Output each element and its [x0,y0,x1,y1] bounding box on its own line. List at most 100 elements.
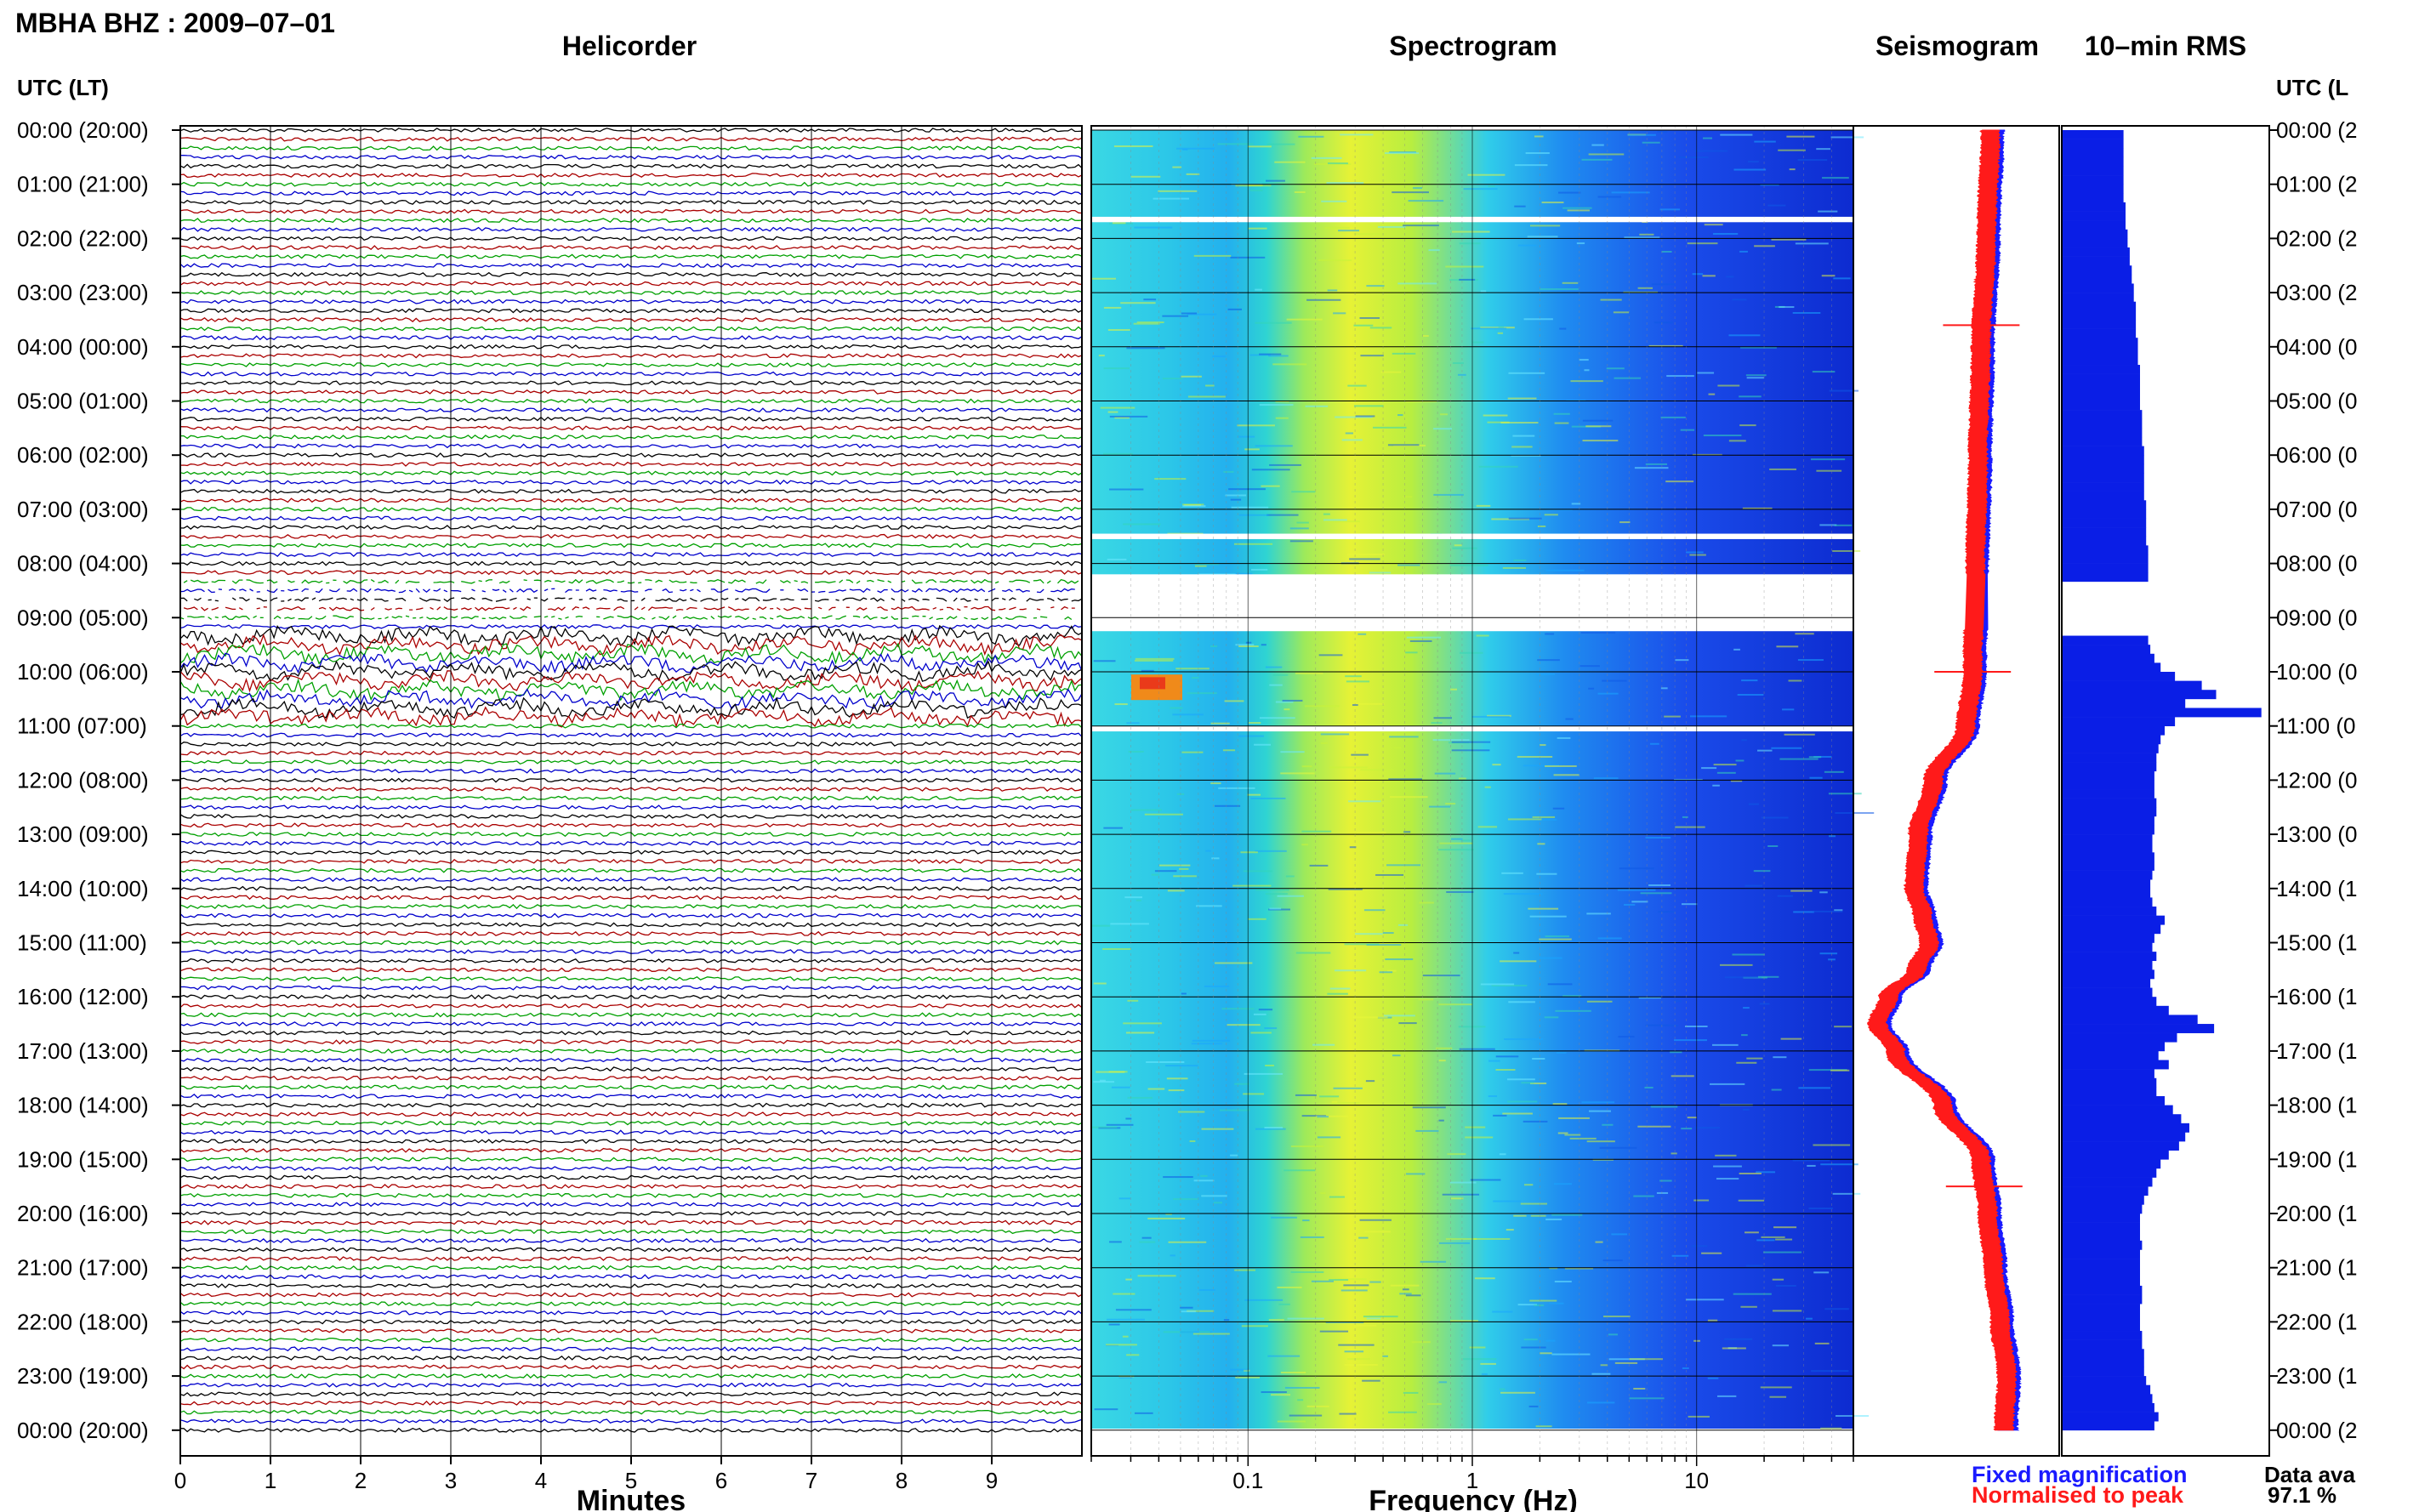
spectrogram-speckle [1241,1325,1268,1327]
spectrogram-speckle [1472,341,1484,344]
spectrogram-speckle [1701,767,1717,770]
spectrogram-speckle [1261,485,1280,487]
spectrogram-speckle [1523,318,1553,321]
spectrogram-speckle [1123,523,1161,526]
spectrogram-speckle [1567,209,1591,212]
spectrogram-speckle [1769,1395,1787,1398]
spectrogram-speckle [1364,1231,1391,1233]
spectrogram-speckle [1722,1347,1746,1350]
spectrogram-speckle [1118,1376,1133,1378]
utc-hour-label: 06:00 (02:00) [17,442,149,468]
spectrogram-speckle [1298,135,1324,138]
spectrogram-speckle [1248,918,1266,920]
spectrogram-speckle [1732,953,1765,956]
spectrogram-speckle [1544,514,1558,516]
spectrogram-speckle [1329,1279,1349,1282]
spectrogram-speckle [1250,1032,1272,1034]
spectrogram-speckle [1123,1022,1162,1025]
spectrogram-speckle [1556,1051,1567,1054]
spectrogram-speckle [1581,1101,1615,1104]
spectrogram-speckle [1265,893,1288,895]
spectrogram-speckle [1392,352,1416,355]
spectrogram-speckle [1832,549,1861,552]
spectrogram-speckle [1154,870,1177,873]
spectrogram-speckle [1451,230,1490,233]
spectrogram-speckle [1418,998,1434,1001]
spectrogram-speckle [1565,718,1574,720]
spectrogram-speckle [1508,372,1545,374]
spectrogram-speckle [1301,844,1308,846]
spectrogram-speckle [1386,969,1397,972]
spectrogram-speckle [1103,827,1123,829]
spectrogram-speckle [1393,747,1402,749]
spectrogram-speckle [1793,911,1814,913]
spectrogram-speckle [1109,1241,1122,1243]
spectrogram-speckle [1284,1386,1320,1389]
spectrogram-speckle [1329,987,1351,990]
spectrogram-speckle [1282,699,1303,702]
spectrogram-speckle [1459,278,1476,281]
spectrogram-speckle [1147,1217,1186,1219]
spectrogram-speckle [1687,1117,1697,1119]
spectrogram-speckle [1449,1181,1477,1184]
spectrogram-speckle [1134,1412,1153,1414]
spectrogram-speckle [1259,717,1295,719]
spectrogram-speckle [1545,569,1585,571]
spectrogram-speckle [1255,850,1287,852]
spectrogram-speckle [1158,864,1191,867]
spectrogram-speckle [1137,1275,1176,1277]
rms-bar [2062,897,2153,907]
spectrogram-speckle [1094,1408,1118,1411]
right-utc-hour-label: 10:00 (0 [2276,659,2357,685]
spectrogram-speckle [1508,1001,1535,1003]
spectrogram-speckle [1269,907,1282,910]
spectrogram-speckle [1365,1080,1375,1083]
spectrogram-speckle [1243,870,1273,873]
spectrogram-speckle [1350,702,1385,705]
spectrogram-speckle [1305,405,1329,407]
spectrogram-speckle [1428,805,1450,808]
spectrogram-speckle [1135,657,1175,660]
spectrogram-speckle [1165,1213,1172,1215]
spectrogram-speckle [1463,188,1498,190]
spectrogram-speckle [1106,1123,1134,1126]
utc-hour-label: 23:00 (19:00) [17,1363,149,1389]
spectrogram-speckle [1746,377,1764,379]
spectrogram-speckle [1547,983,1573,986]
rms-bar [2062,211,2126,221]
frequency-tick-label: 10 [1684,1468,1709,1493]
spectrogram-speckle [1327,289,1338,292]
rms-bar [2062,1394,2153,1404]
spectrogram-speckle [1187,1310,1215,1312]
spectrogram-speckle [1653,321,1674,324]
spectrogram-speckle [1163,1176,1193,1179]
rms-bar [2062,987,2153,998]
spectrogram-speckle [1136,899,1141,901]
spectrogram-speckle [1586,912,1611,915]
spectrogram-speckle [1237,424,1275,427]
spectrogram-speckle [1255,889,1289,891]
rms-bar [2062,536,2147,546]
spectrogram-speckle [1459,242,1481,245]
spectrogram-speckle [1614,1361,1638,1364]
spectrogram-speckle [1346,680,1370,683]
utc-hour-label: 01:00 (21:00) [17,172,149,197]
utc-hour-label: 20:00 (16:00) [17,1201,149,1226]
spectrogram-speckle [1674,1039,1707,1042]
spectrogram-speckle [1566,399,1586,401]
spectrogram-speckle [1512,435,1535,437]
rms-bar [2062,1177,2153,1187]
rms-bar [2062,1222,2140,1232]
spectrogram-speckle [1743,1007,1750,1009]
right-axis-header: UTC (L [2276,75,2348,100]
spectrogram-speckle [1166,1077,1188,1080]
spectrogram-speckle [1834,524,1853,526]
spectrogram-speckle [1328,888,1363,890]
rms-bar [2062,762,2157,772]
spectrogram-speckle [1225,494,1247,497]
spectrogram-speckle [1196,905,1222,907]
spectrogram-speckle [1158,190,1198,192]
spectrogram-speckle [1382,932,1394,935]
rms-bar [2062,1123,2189,1133]
spectrogram-speckle [1491,984,1528,986]
